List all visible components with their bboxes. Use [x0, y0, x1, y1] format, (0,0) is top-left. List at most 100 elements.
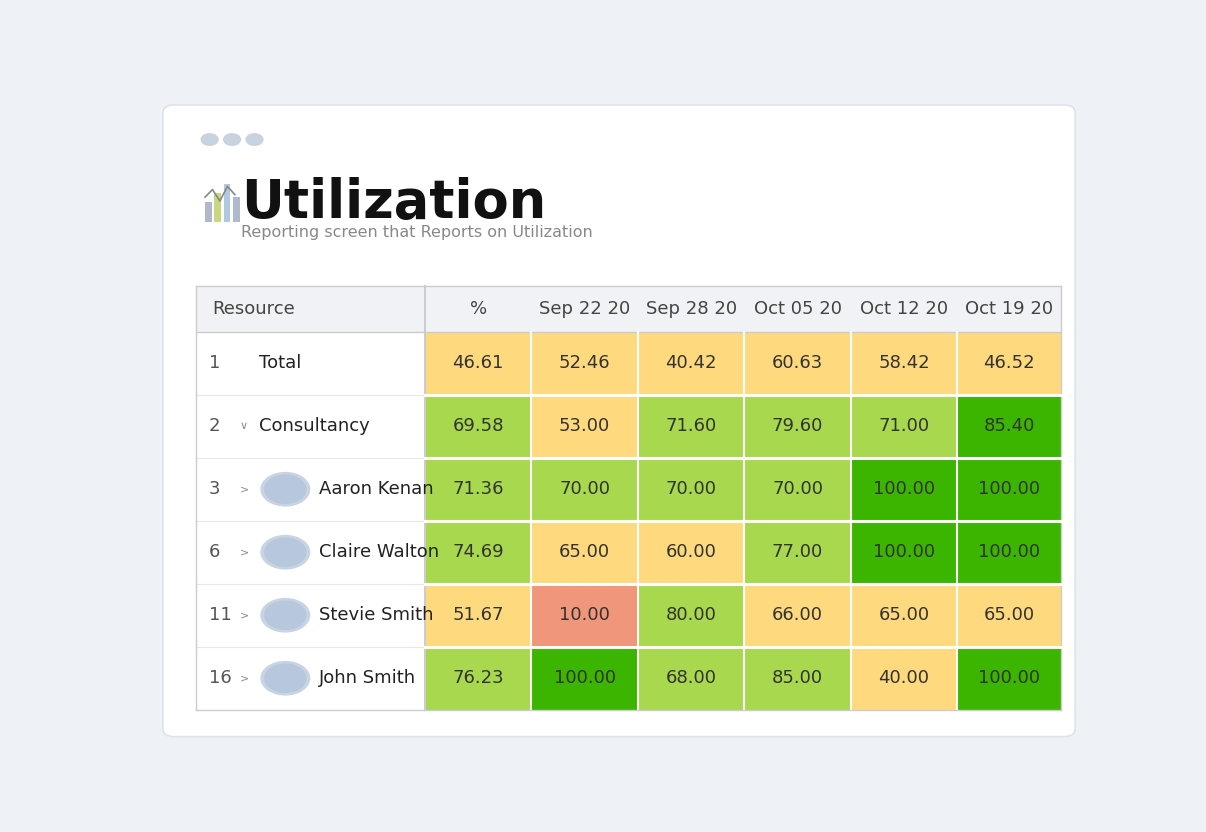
Text: Utilization: Utilization [241, 176, 546, 229]
Bar [744, 521, 850, 584]
Bar [850, 646, 958, 710]
Text: 80.00: 80.00 [666, 607, 716, 624]
Bar [425, 646, 532, 710]
Text: 66.00: 66.00 [772, 607, 822, 624]
Bar [425, 521, 532, 584]
Text: 52.46: 52.46 [558, 354, 610, 372]
Text: 100.00: 100.00 [978, 669, 1041, 687]
Circle shape [223, 134, 240, 146]
Bar [195, 521, 425, 584]
Bar [850, 521, 958, 584]
Circle shape [265, 602, 306, 629]
Bar [195, 394, 425, 458]
Circle shape [265, 538, 306, 567]
Text: 79.60: 79.60 [772, 417, 824, 435]
Bar [850, 394, 958, 458]
Text: 100.00: 100.00 [873, 543, 935, 562]
Text: 6: 6 [209, 543, 219, 562]
Text: 60.63: 60.63 [772, 354, 824, 372]
Text: 58.42: 58.42 [878, 354, 930, 372]
Bar [532, 394, 638, 458]
Text: 40.42: 40.42 [666, 354, 716, 372]
Bar [425, 394, 532, 458]
Bar [205, 202, 211, 221]
Bar [195, 285, 1061, 332]
Bar [532, 332, 638, 394]
Text: Total: Total [259, 354, 302, 372]
Bar [638, 394, 744, 458]
Bar [958, 646, 1061, 710]
Bar [638, 521, 744, 584]
Text: 60.00: 60.00 [666, 543, 716, 562]
Text: 100.00: 100.00 [978, 543, 1041, 562]
Text: Stevie Smith: Stevie Smith [318, 607, 433, 624]
Text: Sep 22 20: Sep 22 20 [539, 300, 631, 318]
Bar [195, 584, 425, 646]
Text: 71.00: 71.00 [878, 417, 930, 435]
Bar [958, 584, 1061, 646]
Text: Claire Walton: Claire Walton [318, 543, 439, 562]
Bar [532, 458, 638, 521]
Text: 85.40: 85.40 [983, 417, 1035, 435]
Circle shape [265, 664, 306, 692]
Bar [850, 332, 958, 394]
Text: 3: 3 [209, 480, 221, 498]
Bar [638, 584, 744, 646]
Bar [638, 646, 744, 710]
Text: 100.00: 100.00 [554, 669, 616, 687]
Circle shape [260, 473, 310, 506]
Text: Oct 05 20: Oct 05 20 [754, 300, 842, 318]
Text: >: > [240, 484, 248, 494]
Text: 65.00: 65.00 [878, 607, 930, 624]
Circle shape [260, 598, 310, 631]
Text: >: > [240, 547, 248, 557]
Bar [195, 458, 425, 521]
Bar [532, 521, 638, 584]
Text: 76.23: 76.23 [452, 669, 504, 687]
Text: 70.00: 70.00 [772, 480, 822, 498]
Bar [223, 185, 230, 221]
Text: Reporting screen that Reports on Utilization: Reporting screen that Reports on Utiliza… [241, 225, 593, 240]
Bar [958, 458, 1061, 521]
Text: >: > [240, 673, 248, 683]
Text: >: > [240, 610, 248, 620]
Bar [425, 584, 532, 646]
Text: %: % [469, 300, 487, 318]
FancyBboxPatch shape [163, 105, 1075, 736]
Circle shape [260, 536, 310, 569]
Text: 16: 16 [209, 669, 232, 687]
Bar [425, 332, 532, 394]
Bar [958, 332, 1061, 394]
Bar [195, 646, 425, 710]
Bar [744, 394, 850, 458]
Bar [215, 193, 221, 221]
Bar [744, 584, 850, 646]
Text: 100.00: 100.00 [978, 480, 1041, 498]
Text: 68.00: 68.00 [666, 669, 716, 687]
Bar [850, 458, 958, 521]
Text: 85.00: 85.00 [772, 669, 824, 687]
Bar [744, 332, 850, 394]
Text: ∨: ∨ [240, 421, 247, 431]
Text: 2: 2 [209, 417, 221, 435]
Bar [195, 332, 425, 394]
Text: 71.60: 71.60 [666, 417, 716, 435]
Text: Resource: Resource [212, 300, 295, 318]
Text: 10.00: 10.00 [560, 607, 610, 624]
Text: 71.36: 71.36 [452, 480, 504, 498]
Bar [532, 646, 638, 710]
Text: Sep 28 20: Sep 28 20 [645, 300, 737, 318]
Text: 69.58: 69.58 [452, 417, 504, 435]
Circle shape [260, 661, 310, 695]
Text: 70.00: 70.00 [666, 480, 716, 498]
Bar [233, 197, 240, 221]
Bar [958, 394, 1061, 458]
Text: 53.00: 53.00 [560, 417, 610, 435]
Bar [850, 584, 958, 646]
Text: 40.00: 40.00 [878, 669, 930, 687]
Circle shape [246, 134, 263, 146]
Text: 100.00: 100.00 [873, 480, 935, 498]
Circle shape [265, 475, 306, 503]
Text: Oct 12 20: Oct 12 20 [860, 300, 948, 318]
Text: 1: 1 [209, 354, 219, 372]
